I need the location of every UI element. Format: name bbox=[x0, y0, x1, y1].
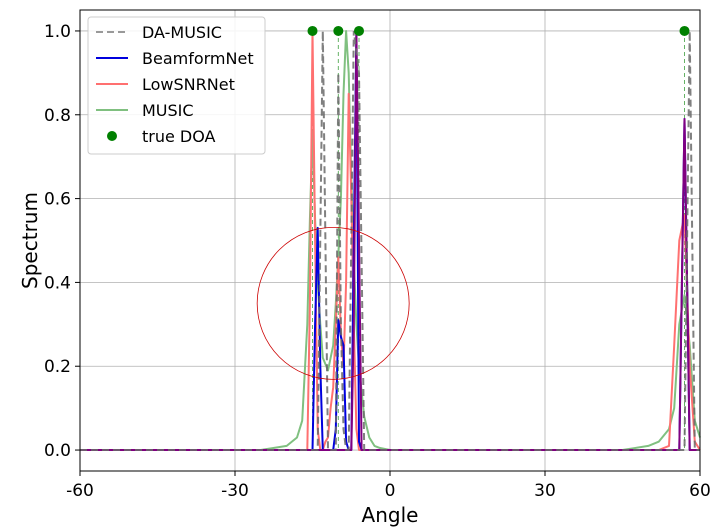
series-line-lowsnrnet bbox=[80, 30, 701, 451]
x-tick-label: -60 bbox=[66, 481, 94, 501]
true-doa-marker bbox=[354, 25, 364, 36]
legend-label: MUSIC bbox=[142, 101, 194, 120]
highlight-circle bbox=[256, 226, 410, 380]
series-layer bbox=[80, 30, 701, 451]
y-axis-title: Spectrum bbox=[18, 192, 42, 289]
y-tick-label: 0.6 bbox=[44, 190, 71, 210]
x-tick-label: 60 bbox=[689, 481, 711, 501]
legend-label: DA-MUSIC bbox=[142, 23, 222, 42]
series-line-overlap bbox=[80, 30, 700, 451]
true-doa-marker bbox=[307, 25, 318, 36]
legend-label: BeamformNet bbox=[142, 49, 254, 68]
x-tick-label: 0 bbox=[385, 481, 396, 501]
annotation-layer bbox=[256, 226, 410, 380]
series-line-da-music bbox=[80, 30, 700, 451]
x-tick-label: 30 bbox=[534, 481, 556, 501]
tick-layer: -60 -30 0 30 60 0.0 0.2 0.4 0.6 0.8 1.0 bbox=[44, 22, 711, 501]
legend-box bbox=[87, 16, 266, 155]
x-tick-label: -30 bbox=[221, 481, 249, 501]
true-doa-marker bbox=[679, 25, 690, 36]
y-tick-label: 0.8 bbox=[44, 106, 71, 126]
true-doa-marker bbox=[333, 25, 344, 36]
grid bbox=[79, 10, 701, 471]
legend-marker bbox=[107, 131, 117, 141]
legend-label: true DOA bbox=[142, 127, 216, 146]
marker-layer bbox=[307, 25, 690, 36]
y-tick-label: 0.4 bbox=[44, 273, 71, 293]
y-tick-label: 0.2 bbox=[44, 357, 71, 377]
y-tick-label: 1.0 bbox=[44, 22, 71, 42]
y-tick-label: 0.0 bbox=[44, 441, 71, 461]
x-axis-title: Angle bbox=[362, 503, 419, 527]
legend: DA-MUSIC BeamformNet LowSNRNet MUSIC true DO… bbox=[87, 16, 266, 155]
legend-label: LowSNRNet bbox=[142, 75, 235, 94]
